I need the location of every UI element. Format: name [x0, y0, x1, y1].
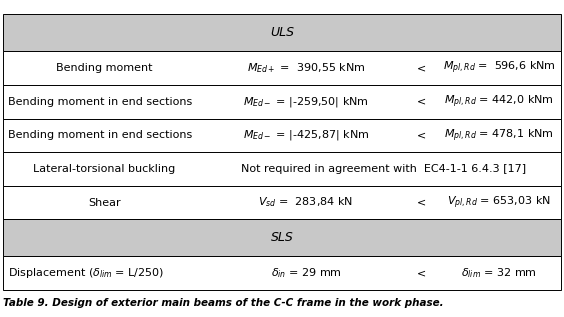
Text: SLS: SLS [271, 231, 293, 244]
Text: Displacement ($\delta_{lim}$ = L/250): Displacement ($\delta_{lim}$ = L/250) [8, 266, 165, 280]
Bar [3, 152, 561, 186]
Text: <: < [417, 130, 426, 140]
Text: $M_{Ed-}$ = |-259,50| kNm: $M_{Ed-}$ = |-259,50| kNm [243, 95, 369, 109]
Text: $M_{Ed-}$ = |-425,87| kNm: $M_{Ed-}$ = |-425,87| kNm [243, 128, 369, 142]
Text: Lateral-torsional buckling: Lateral-torsional buckling [33, 164, 175, 174]
Text: <: < [417, 197, 426, 208]
Text: <: < [417, 97, 426, 107]
Text: $V_{sd}$ =  283,84 kN: $V_{sd}$ = 283,84 kN [258, 196, 354, 210]
Text: $M_{pl,Rd}$ =  596,6 kNm: $M_{pl,Rd}$ = 596,6 kNm [443, 60, 556, 76]
Bar [3, 186, 561, 219]
Text: ULS: ULS [270, 26, 294, 39]
Text: Bending moment: Bending moment [56, 63, 153, 73]
Bar [3, 85, 561, 119]
Text: <: < [417, 268, 426, 278]
Bar [3, 14, 561, 51]
Text: $M_{pl,Rd}$ = 442,0 kNm: $M_{pl,Rd}$ = 442,0 kNm [444, 94, 554, 110]
Text: $\delta_{in}$ = 29 mm: $\delta_{in}$ = 29 mm [271, 266, 341, 280]
Text: Not required in agreement with  EC4-1-1 6.4.3 [17]: Not required in agreement with EC4-1-1 6… [241, 164, 526, 174]
Bar [3, 119, 561, 152]
Text: $V_{pl,Rd}$ = 653,03 kN: $V_{pl,Rd}$ = 653,03 kN [447, 194, 551, 211]
Text: $\delta_{lim}$ = 32 mm: $\delta_{lim}$ = 32 mm [461, 266, 537, 280]
Text: Bending moment in end sections: Bending moment in end sections [8, 97, 193, 107]
Text: Shear: Shear [88, 197, 121, 208]
Text: $M_{pl,Rd}$ = 478,1 kNm: $M_{pl,Rd}$ = 478,1 kNm [444, 127, 554, 144]
Text: Table 9. Design of exterior main beams of the C-C frame in the work phase.: Table 9. Design of exterior main beams o… [3, 298, 443, 308]
Text: $M_{Ed+}$ =  390,55 kNm: $M_{Ed+}$ = 390,55 kNm [247, 61, 365, 75]
Text: <: < [417, 63, 426, 73]
Bar [3, 256, 561, 290]
Bar [3, 51, 561, 85]
Text: Bending moment in end sections: Bending moment in end sections [8, 130, 193, 140]
Bar [3, 219, 561, 256]
